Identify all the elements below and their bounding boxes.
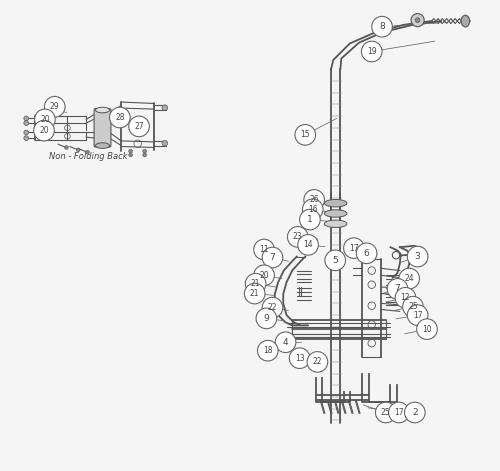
Circle shape	[402, 296, 423, 317]
Text: 8: 8	[379, 22, 385, 31]
Circle shape	[290, 348, 310, 368]
Circle shape	[110, 107, 130, 128]
Circle shape	[258, 341, 278, 361]
Text: 3: 3	[414, 252, 420, 261]
Circle shape	[416, 18, 420, 23]
Circle shape	[302, 199, 323, 219]
Text: 16: 16	[308, 205, 318, 214]
Text: 26: 26	[310, 195, 319, 204]
Text: 29: 29	[50, 102, 59, 111]
Circle shape	[143, 149, 146, 153]
Circle shape	[395, 287, 416, 308]
Circle shape	[162, 140, 168, 146]
Circle shape	[24, 121, 28, 125]
Text: 20: 20	[40, 115, 50, 124]
Text: 17: 17	[349, 244, 359, 252]
Circle shape	[76, 148, 80, 152]
Text: 20: 20	[39, 126, 49, 135]
Text: 24: 24	[404, 274, 414, 283]
Text: 17: 17	[394, 408, 404, 417]
Text: 27: 27	[134, 122, 144, 131]
Text: 19: 19	[367, 47, 376, 56]
Circle shape	[399, 268, 419, 289]
Circle shape	[256, 308, 276, 329]
Circle shape	[411, 14, 424, 27]
Text: Non - Folding Back: Non - Folding Back	[49, 152, 128, 161]
Circle shape	[133, 123, 142, 132]
Text: 17: 17	[413, 310, 422, 320]
Circle shape	[254, 239, 274, 260]
Text: 25: 25	[408, 302, 418, 311]
Circle shape	[304, 190, 324, 210]
Text: 9: 9	[264, 314, 270, 323]
Circle shape	[86, 150, 89, 154]
Text: 20: 20	[259, 271, 269, 280]
Text: 10: 10	[422, 325, 432, 333]
Circle shape	[34, 120, 54, 141]
Text: 2: 2	[412, 408, 418, 417]
Text: 13: 13	[295, 354, 304, 363]
Circle shape	[162, 105, 168, 111]
Text: 5: 5	[332, 256, 338, 265]
Circle shape	[64, 146, 68, 149]
Circle shape	[24, 130, 28, 135]
Text: 4: 4	[283, 338, 288, 347]
Circle shape	[388, 402, 409, 423]
Text: 7: 7	[270, 253, 276, 262]
Circle shape	[244, 283, 265, 304]
Circle shape	[288, 227, 308, 247]
Ellipse shape	[324, 199, 347, 207]
Text: 6: 6	[364, 249, 370, 258]
Circle shape	[44, 97, 65, 117]
Circle shape	[307, 352, 328, 372]
Circle shape	[24, 136, 28, 140]
Ellipse shape	[461, 15, 469, 27]
Ellipse shape	[96, 143, 110, 148]
Text: 18: 18	[263, 346, 272, 355]
Circle shape	[262, 247, 283, 268]
Circle shape	[254, 265, 274, 285]
Circle shape	[295, 124, 316, 145]
Ellipse shape	[324, 210, 347, 217]
Circle shape	[276, 332, 296, 353]
Text: 21: 21	[250, 289, 260, 298]
Text: 11: 11	[260, 245, 269, 254]
Circle shape	[262, 297, 283, 318]
Circle shape	[408, 305, 428, 325]
Ellipse shape	[96, 107, 110, 113]
Circle shape	[356, 243, 377, 264]
Text: 14: 14	[303, 240, 313, 249]
Text: 23: 23	[293, 232, 302, 242]
Circle shape	[300, 209, 320, 230]
Circle shape	[344, 238, 364, 259]
Circle shape	[128, 149, 132, 153]
Circle shape	[246, 274, 266, 294]
Circle shape	[325, 250, 345, 271]
Circle shape	[34, 109, 55, 130]
Circle shape	[128, 116, 150, 137]
Text: 12: 12	[400, 293, 410, 302]
Text: 22: 22	[312, 357, 322, 366]
Circle shape	[416, 319, 438, 340]
Text: 7: 7	[394, 284, 400, 293]
FancyBboxPatch shape	[94, 109, 111, 147]
Circle shape	[24, 116, 28, 121]
Circle shape	[408, 246, 428, 267]
Circle shape	[404, 402, 425, 423]
Text: 22: 22	[268, 303, 277, 312]
Text: 1: 1	[307, 215, 313, 224]
Circle shape	[128, 153, 132, 157]
Text: 15: 15	[300, 130, 310, 139]
Ellipse shape	[324, 220, 347, 227]
Circle shape	[298, 235, 318, 255]
Circle shape	[362, 41, 382, 62]
Circle shape	[387, 278, 408, 299]
Text: 21: 21	[251, 279, 260, 288]
Text: 28: 28	[115, 113, 124, 122]
Text: 25: 25	[381, 408, 390, 417]
Circle shape	[143, 153, 146, 157]
Circle shape	[376, 402, 396, 423]
Circle shape	[372, 16, 392, 37]
